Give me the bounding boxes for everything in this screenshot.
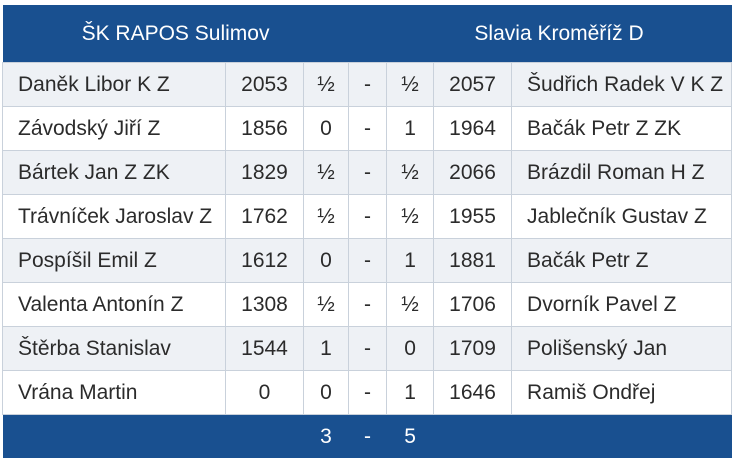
team-header-row: ŠK RAPOS Sulimov Slavia Kroměříž D (3, 5, 732, 63)
home-player-rating: 1762 (226, 195, 304, 239)
total-away-score: 5 (387, 415, 434, 458)
away-player-score: ½ (387, 151, 434, 195)
away-player-rating: 2066 (434, 151, 512, 195)
away-player-name: Ramiš Ondřej (512, 371, 732, 415)
away-player-rating: 1964 (434, 107, 512, 151)
score-separator: - (349, 151, 387, 195)
score-separator: - (349, 63, 387, 107)
away-player-name: Brázdil Roman H Z (512, 151, 732, 195)
home-player-name: Závodský Jiří Z (3, 107, 226, 151)
away-player-score: 1 (387, 239, 434, 283)
total-separator: - (349, 415, 387, 458)
home-player-rating: 2053 (226, 63, 304, 107)
home-player-score: 0 (304, 107, 349, 151)
away-player-score: 1 (387, 371, 434, 415)
away-player-rating: 1706 (434, 283, 512, 327)
match-result-table: ŠK RAPOS Sulimov Slavia Kroměříž D Daněk… (2, 5, 732, 458)
away-player-rating: 1881 (434, 239, 512, 283)
home-player-name: Vrána Martin (3, 371, 226, 415)
away-player-score: 0 (387, 327, 434, 371)
away-player-name: Šudřich Radek V K Z (512, 63, 732, 107)
away-player-score: ½ (387, 63, 434, 107)
away-player-rating: 1709 (434, 327, 512, 371)
home-team-name: ŠK RAPOS Sulimov (3, 5, 349, 63)
home-player-score: ½ (304, 195, 349, 239)
total-home-score: 3 (304, 415, 349, 458)
score-separator: - (349, 107, 387, 151)
away-player-name: Bačák Petr Z ZK (512, 107, 732, 151)
away-player-score: 1 (387, 107, 434, 151)
away-player-rating: 2057 (434, 63, 512, 107)
header-spacer (349, 5, 387, 63)
home-player-rating: 1308 (226, 283, 304, 327)
home-player-score: 0 (304, 239, 349, 283)
home-player-rating: 1829 (226, 151, 304, 195)
home-player-name: Daněk Libor K Z (3, 63, 226, 107)
home-player-name: Pospíšil Emil Z (3, 239, 226, 283)
home-player-rating: 0 (226, 371, 304, 415)
away-player-name: Bačák Petr Z (512, 239, 732, 283)
home-player-rating: 1544 (226, 327, 304, 371)
score-separator: - (349, 239, 387, 283)
away-player-name: Dvorník Pavel Z (512, 283, 732, 327)
home-player-score: 0 (304, 371, 349, 415)
home-player-rating: 1856 (226, 107, 304, 151)
total-score-row: 3 - 5 (3, 415, 732, 458)
home-player-name: Bártek Jan Z ZK (3, 151, 226, 195)
home-player-name: Štěrba Stanislav (3, 327, 226, 371)
away-player-rating: 1955 (434, 195, 512, 239)
total-spacer-left (3, 415, 304, 458)
home-player-score: ½ (304, 283, 349, 327)
away-player-score: ½ (387, 283, 434, 327)
home-player-rating: 1612 (226, 239, 304, 283)
score-separator: - (349, 283, 387, 327)
away-team-name: Slavia Kroměříž D (387, 5, 732, 63)
away-player-name: Jablečník Gustav Z (512, 195, 732, 239)
home-player-name: Valenta Antonín Z (3, 283, 226, 327)
score-separator: - (349, 371, 387, 415)
home-player-score: ½ (304, 151, 349, 195)
away-player-score: ½ (387, 195, 434, 239)
home-player-name: Trávníček Jaroslav Z (3, 195, 226, 239)
total-spacer-right (434, 415, 732, 458)
home-player-score: ½ (304, 63, 349, 107)
away-player-name: Polišenský Jan (512, 327, 732, 371)
away-player-rating: 1646 (434, 371, 512, 415)
score-separator: - (349, 195, 387, 239)
home-player-score: 1 (304, 327, 349, 371)
score-separator: - (349, 327, 387, 371)
